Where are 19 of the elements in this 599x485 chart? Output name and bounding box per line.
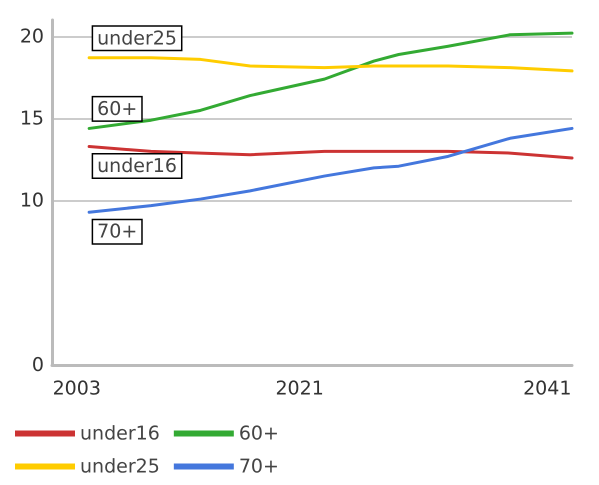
y-tick-label: 15 [20, 108, 44, 130]
x-tick-label: 2021 [275, 378, 324, 400]
x-tick-label: 2041 [523, 378, 572, 400]
line-series [88, 126, 574, 214]
annotation: under16 [97, 155, 177, 177]
legend-label: 60+ [238, 422, 279, 444]
line-series [88, 145, 574, 160]
line-series [88, 32, 574, 130]
legend-label: under16 [80, 422, 160, 444]
annotation: under25 [97, 27, 177, 50]
y-tick-label: 0 [32, 354, 44, 376]
legend-label: 70+ [238, 456, 279, 478]
y-tick-label: 10 [20, 190, 44, 212]
annotation: 60+ [97, 98, 138, 120]
line-series [88, 56, 574, 72]
x-tick-label: 2003 [52, 378, 101, 400]
legend-label: under25 [80, 456, 160, 478]
y-tick-label: 20 [20, 25, 44, 48]
annotation: 70+ [97, 220, 138, 243]
